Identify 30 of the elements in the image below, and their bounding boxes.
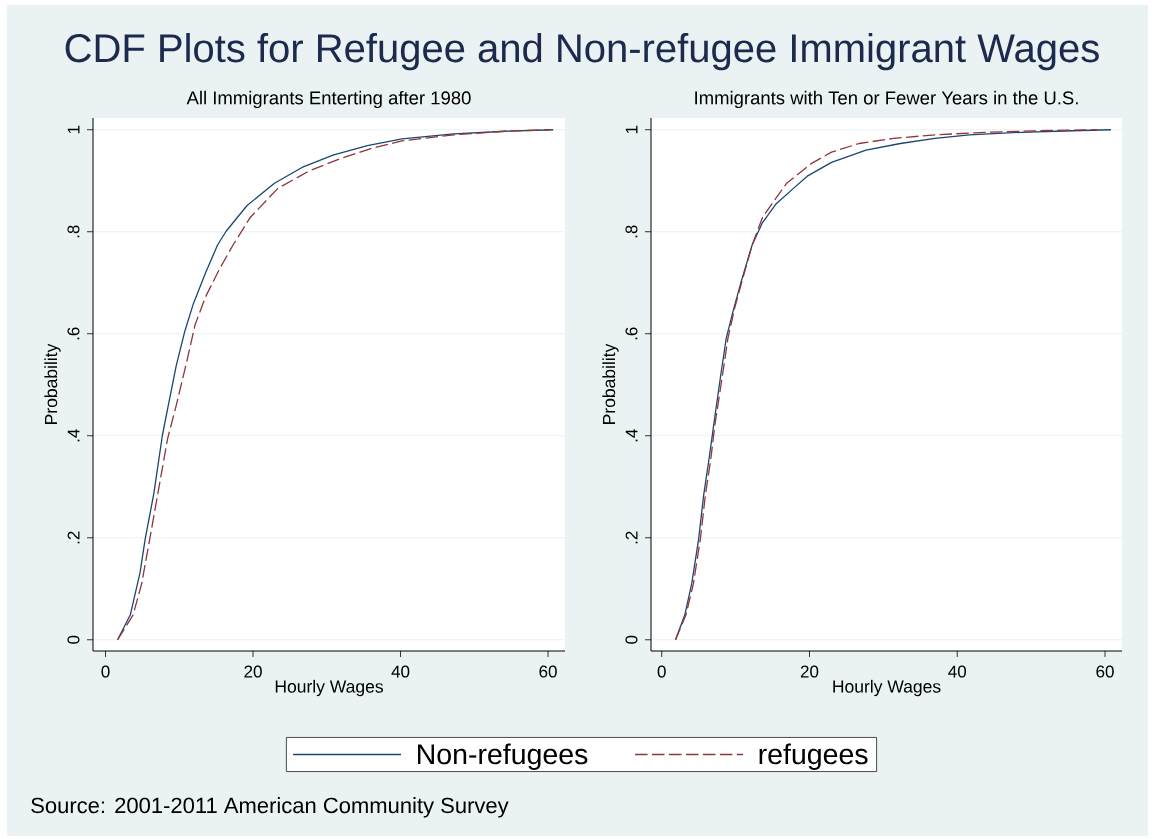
chart-subtitle: All Immigrants Enterting after 1980: [186, 90, 471, 109]
y-tick-label: 1: [67, 125, 80, 134]
x-tick-label: 40: [948, 665, 967, 678]
y-tick-label: .8: [67, 225, 80, 238]
x-tick-label: 20: [244, 665, 262, 678]
x-tick-label: 60: [1096, 665, 1114, 678]
y-tick-label: 0: [625, 635, 638, 644]
x-tick-label: 0: [101, 665, 110, 678]
y-tick-label: .4: [67, 429, 80, 442]
y-tick-label: .6: [67, 327, 80, 340]
y-tick-label: .2: [67, 531, 80, 544]
x-tick-label: 60: [539, 665, 557, 678]
y-tick-label: .8: [625, 225, 638, 238]
chart-subtitle: Immigrants with Ten or Fewer Years in the U.S.: [695, 90, 1078, 109]
x-tick-label: 20: [800, 665, 819, 678]
y-tick-label: .2: [625, 531, 638, 544]
y-tick-label: 0: [67, 635, 80, 644]
y-axis-title: Probability: [44, 343, 61, 424]
y-tick-label: 1: [625, 125, 638, 134]
x-axis-title: Hourly Wages: [275, 679, 383, 697]
y-axis-title: Probability: [602, 343, 619, 424]
x-tick-label: 40: [391, 665, 410, 678]
source-note: Source: 2001-2011 American Community Survey: [31, 797, 509, 818]
chart-title: CDF Plots for Refugee and Non-refugee Immigrant Wages: [65, 33, 1099, 71]
y-tick-label: .4: [625, 429, 638, 442]
legend-label: Non-refugees: [418, 743, 588, 770]
y-tick-label: .6: [625, 327, 638, 340]
x-tick-label: 0: [657, 665, 666, 678]
legend-label: refugees: [759, 743, 868, 770]
x-axis-title: Hourly Wages: [833, 679, 941, 697]
